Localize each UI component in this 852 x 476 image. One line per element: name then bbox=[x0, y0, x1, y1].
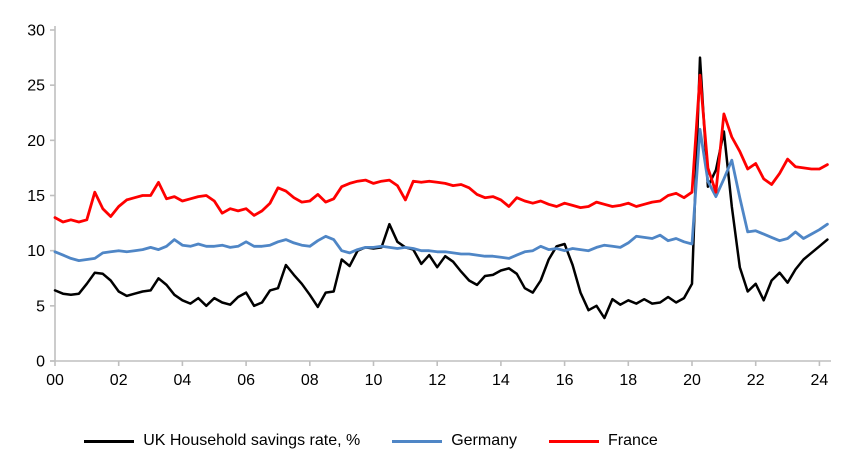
x-tick-label: 04 bbox=[174, 372, 192, 389]
x-tick-label: 16 bbox=[556, 372, 574, 389]
france-legend-label: France bbox=[608, 432, 658, 449]
germany-line-swatch bbox=[392, 439, 443, 443]
x-tick-label: 08 bbox=[301, 372, 319, 389]
y-tick-label: 15 bbox=[27, 188, 45, 205]
x-tick-label: 00 bbox=[46, 372, 64, 389]
x-tick-label: 18 bbox=[619, 372, 637, 389]
x-tick-label: 14 bbox=[492, 372, 510, 389]
x-tick-label: 12 bbox=[428, 372, 446, 389]
uk-line-swatch bbox=[84, 439, 135, 443]
x-tick-label: 20 bbox=[683, 372, 701, 389]
x-tick-label: 24 bbox=[811, 372, 829, 389]
france-line-swatch bbox=[549, 439, 599, 443]
germany-legend-label: Germany bbox=[451, 432, 517, 449]
y-tick-label: 5 bbox=[36, 298, 45, 315]
y-tick-label: 0 bbox=[36, 354, 45, 371]
legend-item-france: France bbox=[549, 432, 658, 450]
chart-legend: UK Household savings rate, % Germany Fra… bbox=[0, 426, 797, 456]
x-tick-label: 06 bbox=[237, 372, 255, 389]
uk-legend-label: UK Household savings rate, % bbox=[143, 432, 361, 449]
x-tick-label: 22 bbox=[747, 372, 765, 389]
legend-item-germany: Germany bbox=[392, 432, 517, 450]
x-tick-label: 10 bbox=[365, 372, 383, 389]
y-tick-label: 20 bbox=[27, 133, 45, 150]
france-line bbox=[53, 73, 829, 224]
germany-line bbox=[53, 127, 829, 263]
y-tick-label: 10 bbox=[27, 243, 45, 260]
y-tick-label: 30 bbox=[27, 23, 45, 40]
legend-item-uk: UK Household savings rate, % bbox=[84, 432, 360, 450]
y-tick-label: 25 bbox=[27, 78, 45, 95]
x-tick-label: 02 bbox=[110, 372, 128, 389]
